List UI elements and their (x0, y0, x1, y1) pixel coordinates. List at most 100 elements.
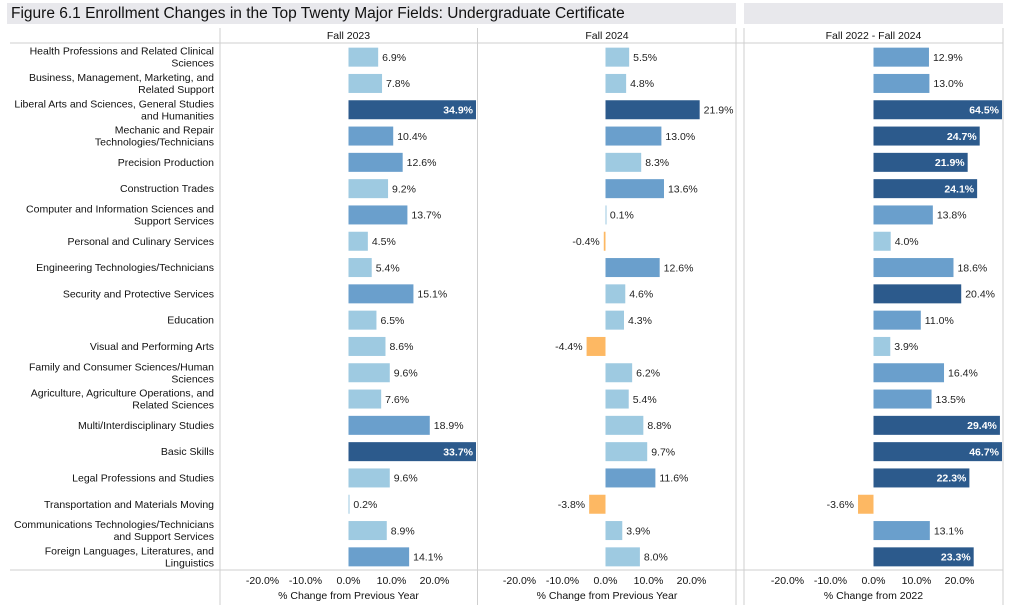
bar (605, 521, 623, 541)
x-tick-label: 10.0% (902, 575, 932, 587)
bar (348, 363, 390, 383)
bar (348, 494, 350, 514)
data-label: 64.5% (969, 104, 999, 116)
bar (348, 336, 386, 356)
data-label: 24.7% (947, 131, 977, 143)
bar (605, 415, 644, 435)
bar (605, 179, 664, 199)
data-label: 5.4% (376, 262, 400, 274)
bar (873, 258, 954, 278)
title-bar-extension (744, 3, 1003, 24)
bar (873, 126, 980, 146)
data-label: 13.8% (937, 210, 967, 222)
data-label: 0.2% (353, 499, 377, 511)
data-label: 6.2% (636, 367, 660, 379)
bar (873, 363, 945, 383)
bar (348, 547, 410, 567)
panel-title: Fall 2024 (585, 30, 628, 42)
data-label: 4.3% (628, 315, 652, 327)
bar (348, 205, 408, 225)
category-label: Mechanic and Repair Technologies/Technici… (95, 125, 215, 149)
data-label: 21.9% (704, 104, 734, 116)
bar (873, 231, 891, 251)
category-label: Communications Technologies/Technicians a… (14, 519, 214, 543)
bar (605, 442, 648, 462)
bar (858, 494, 874, 514)
data-label: -3.8% (558, 499, 585, 511)
bar (348, 310, 377, 330)
data-label: 0.1% (610, 210, 634, 222)
data-label: 13.5% (936, 394, 966, 406)
bar (348, 152, 403, 172)
x-tick-label: 20.0% (945, 575, 975, 587)
data-label: 13.7% (411, 210, 441, 222)
x-tick-label: 0.0% (594, 575, 618, 587)
bar (586, 336, 606, 356)
category-label: Health Professions and Related Clinical S… (30, 46, 214, 70)
bar (873, 442, 1002, 462)
bar (873, 336, 891, 356)
x-tick-label: -20.0% (503, 575, 536, 587)
bar (873, 100, 1002, 120)
bar (605, 363, 633, 383)
data-label: 11.0% (925, 315, 954, 327)
bar (605, 100, 700, 120)
bar (605, 205, 607, 225)
bar (605, 284, 626, 304)
bar (605, 258, 660, 278)
bar (873, 73, 930, 93)
bar (348, 442, 476, 462)
bar (873, 547, 974, 567)
bar (589, 494, 606, 514)
bar (605, 310, 624, 330)
x-tick-label: 0.0% (862, 575, 886, 587)
data-label: 7.6% (385, 394, 409, 406)
data-label: 12.6% (407, 157, 437, 169)
x-tick-label: 10.0% (377, 575, 407, 587)
category-label: Security and Protective Services (63, 288, 214, 300)
category-label: Personal and Culinary Services (68, 236, 215, 248)
category-label: Multi/Interdisciplinary Studies (78, 420, 214, 432)
category-label: Liberal Arts and Sciences, General Studi… (14, 98, 214, 122)
data-label: 9.6% (394, 473, 418, 485)
bar (348, 258, 372, 278)
x-tick-label: 10.0% (634, 575, 664, 587)
bar (348, 284, 414, 304)
data-label: 23.3% (941, 552, 971, 564)
bar (605, 126, 662, 146)
data-label: 20.4% (965, 289, 995, 301)
bar (873, 521, 930, 541)
data-label: 4.0% (895, 236, 919, 248)
bar (348, 415, 430, 435)
panel-title: Fall 2022 - Fall 2024 (826, 30, 922, 42)
bar (603, 231, 606, 251)
data-label: 13.6% (668, 183, 698, 195)
data-label: 3.9% (894, 341, 918, 353)
data-label: 8.8% (647, 420, 671, 432)
category-label: Education (167, 315, 214, 327)
bar (348, 521, 387, 541)
category-label: Precision Production (118, 157, 214, 169)
bar (873, 415, 1000, 435)
bar (605, 152, 642, 172)
data-label: 21.9% (935, 157, 965, 169)
category-label: Business, Management, Marketing, and Rela… (29, 72, 214, 96)
x-tick-label: -20.0% (771, 575, 804, 587)
bar (873, 389, 932, 409)
chart-title: Figure 6.1 Enrollment Changes in the Top… (11, 5, 625, 22)
data-label: 9.2% (392, 183, 416, 195)
bar (873, 310, 921, 330)
data-label: 18.6% (957, 262, 987, 274)
x-tick-label: 20.0% (420, 575, 450, 587)
x-tick-label: -10.0% (289, 575, 322, 587)
bar (873, 47, 929, 67)
bar (348, 47, 379, 67)
bar (873, 179, 978, 199)
data-label: 34.9% (443, 104, 473, 116)
bar (873, 205, 933, 225)
data-label: 12.6% (664, 262, 694, 274)
category-label: Construction Trades (120, 183, 214, 195)
data-label: -3.6% (827, 499, 854, 511)
data-label: 15.1% (417, 289, 447, 301)
